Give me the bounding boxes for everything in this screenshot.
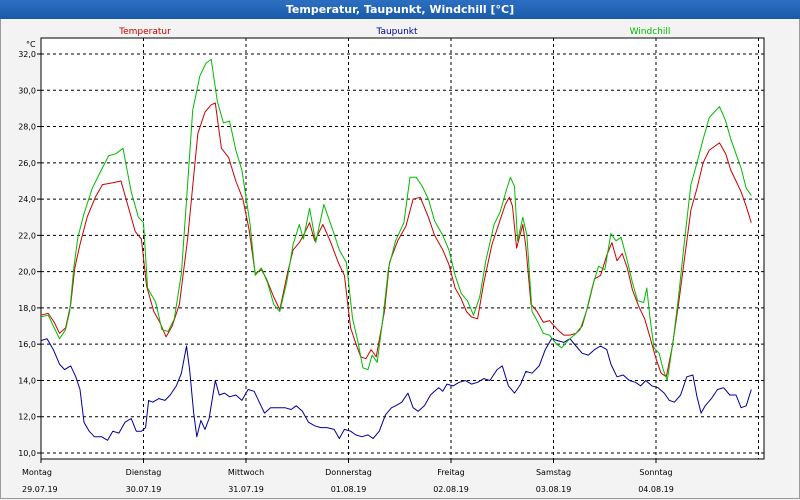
y-axis-unit: °C: [26, 40, 36, 49]
x-tick-date: 03.08.19: [536, 485, 572, 494]
x-tick-day: Dienstag: [126, 468, 162, 477]
y-tick-label: 26,0: [18, 159, 36, 168]
y-tick-label: 32,0: [18, 50, 36, 59]
x-tick-date: 30.07.19: [126, 485, 162, 494]
y-tick-label: 14,0: [18, 376, 36, 385]
x-tick-date: 01.08.19: [331, 485, 367, 494]
legend-windchill: Windchill: [630, 27, 671, 37]
y-tick-label: 12,0: [18, 413, 36, 422]
series-line-windchill: [40, 58, 752, 381]
legend-temperatur: Temperatur: [118, 27, 171, 37]
x-tick-date: 02.08.19: [433, 485, 469, 494]
x-tick-day: Sonntag: [639, 468, 672, 477]
series-line-temperatur: [40, 102, 752, 378]
y-tick-label: 18,0: [18, 304, 36, 313]
window-title: Temperatur, Taupunkt, Windchill [°C]: [0, 0, 800, 19]
x-tick-day: Donnerstag: [325, 468, 372, 477]
y-tick-label: 24,0: [18, 195, 36, 204]
y-tick-label: 20,0: [18, 268, 36, 277]
y-tick-label: 16,0: [18, 340, 36, 349]
x-axis: Montag 29.07.19 Dienstag 30.07.19 Mittwoch 31…: [22, 459, 674, 494]
x-tick-day: Montag: [22, 468, 52, 477]
x-tick-day: Samstag: [536, 468, 571, 477]
legend-taupunkt: Taupunkt: [375, 27, 418, 37]
series-lines: [40, 58, 752, 441]
x-tick-date: 31.07.19: [228, 485, 264, 494]
y-tick-label: 30,0: [18, 86, 36, 95]
series-line-taupunkt: [40, 338, 752, 441]
x-tick-date: 04.08.19: [638, 485, 674, 494]
grid-lines: [41, 38, 764, 459]
y-tick-label: 22,0: [18, 231, 36, 240]
y-tick-label: 28,0: [18, 123, 36, 132]
plot-area: [40, 37, 765, 460]
x-tick-day: Mittwoch: [228, 468, 264, 477]
y-tick-label: 10,0: [18, 449, 36, 458]
x-tick-day: Freitag: [437, 468, 464, 477]
x-tick-date: 29.07.19: [22, 485, 58, 494]
y-axis: 10,0 12,0 14,0 16,0 18,0 20,0 22,0 24,0 26,0 28,0…: [18, 50, 41, 458]
